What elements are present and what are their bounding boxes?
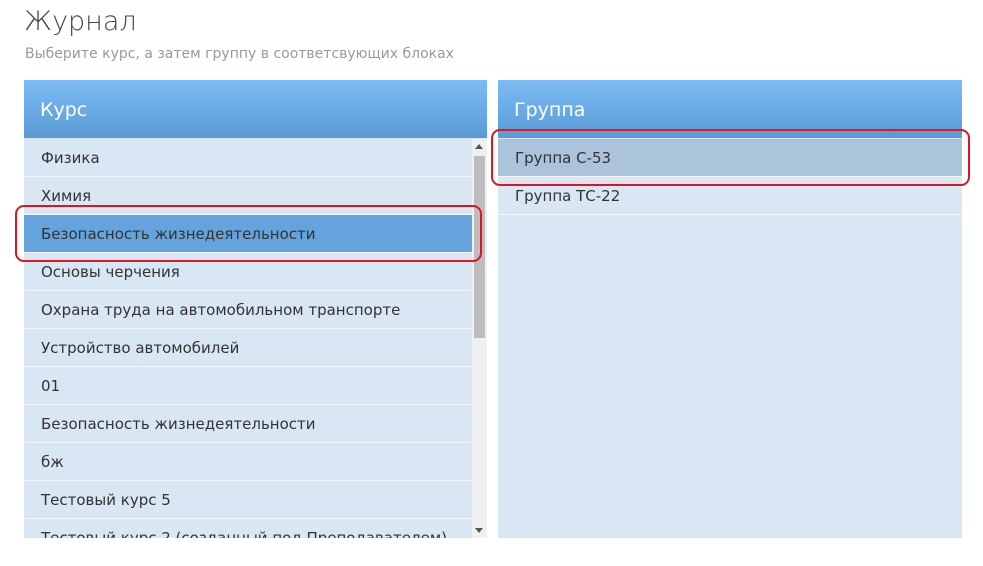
- scroll-down[interactable]: [475, 528, 483, 533]
- group-list: Группа С-53 Группа ТС-22: [498, 139, 962, 538]
- list-item[interactable]: Тестовый курс 2 (созданный под Преподава…: [24, 519, 472, 538]
- page-subtitle: Выберите курс, а затем группу в соответс…: [25, 46, 454, 62]
- list-item[interactable]: Основы черчения: [24, 253, 472, 291]
- scroll-up[interactable]: [475, 144, 483, 149]
- list-item[interactable]: бж: [24, 443, 472, 481]
- groups-panel: Группа Группа С-53 Группа ТС-22: [498, 80, 962, 538]
- list-item[interactable]: Химия: [24, 177, 472, 215]
- list-item[interactable]: Физика: [24, 139, 472, 177]
- list-item[interactable]: 01: [24, 367, 472, 405]
- list-item[interactable]: Группа ТС-22: [498, 177, 962, 215]
- highlight: [15, 205, 482, 262]
- page-title: Журнал: [24, 6, 137, 37]
- list-item[interactable]: Охрана труда на автомобильном транспорте: [24, 291, 472, 329]
- panel-header: Группа: [498, 80, 962, 138]
- courses-panel: Курс Физика Химия Безопасность жизнедеятел…: [24, 80, 487, 538]
- list-item[interactable]: Безопасность жизнедеятельности: [24, 405, 472, 443]
- list-item[interactable]: Безопасность жизнедеятельности: [24, 215, 472, 253]
- list-item[interactable]: Группа С-53: [498, 139, 962, 177]
- list-item[interactable]: Тестовый курс 5: [24, 481, 472, 519]
- highlight: [491, 129, 970, 186]
- course-list: Физика Химия Безопасность жизнедеятельност…: [24, 139, 472, 538]
- panel-header: Курс: [24, 80, 487, 138]
- list-item[interactable]: Устройство автомобилей: [24, 329, 472, 367]
- scroll-thumb[interactable]: [474, 156, 485, 338]
